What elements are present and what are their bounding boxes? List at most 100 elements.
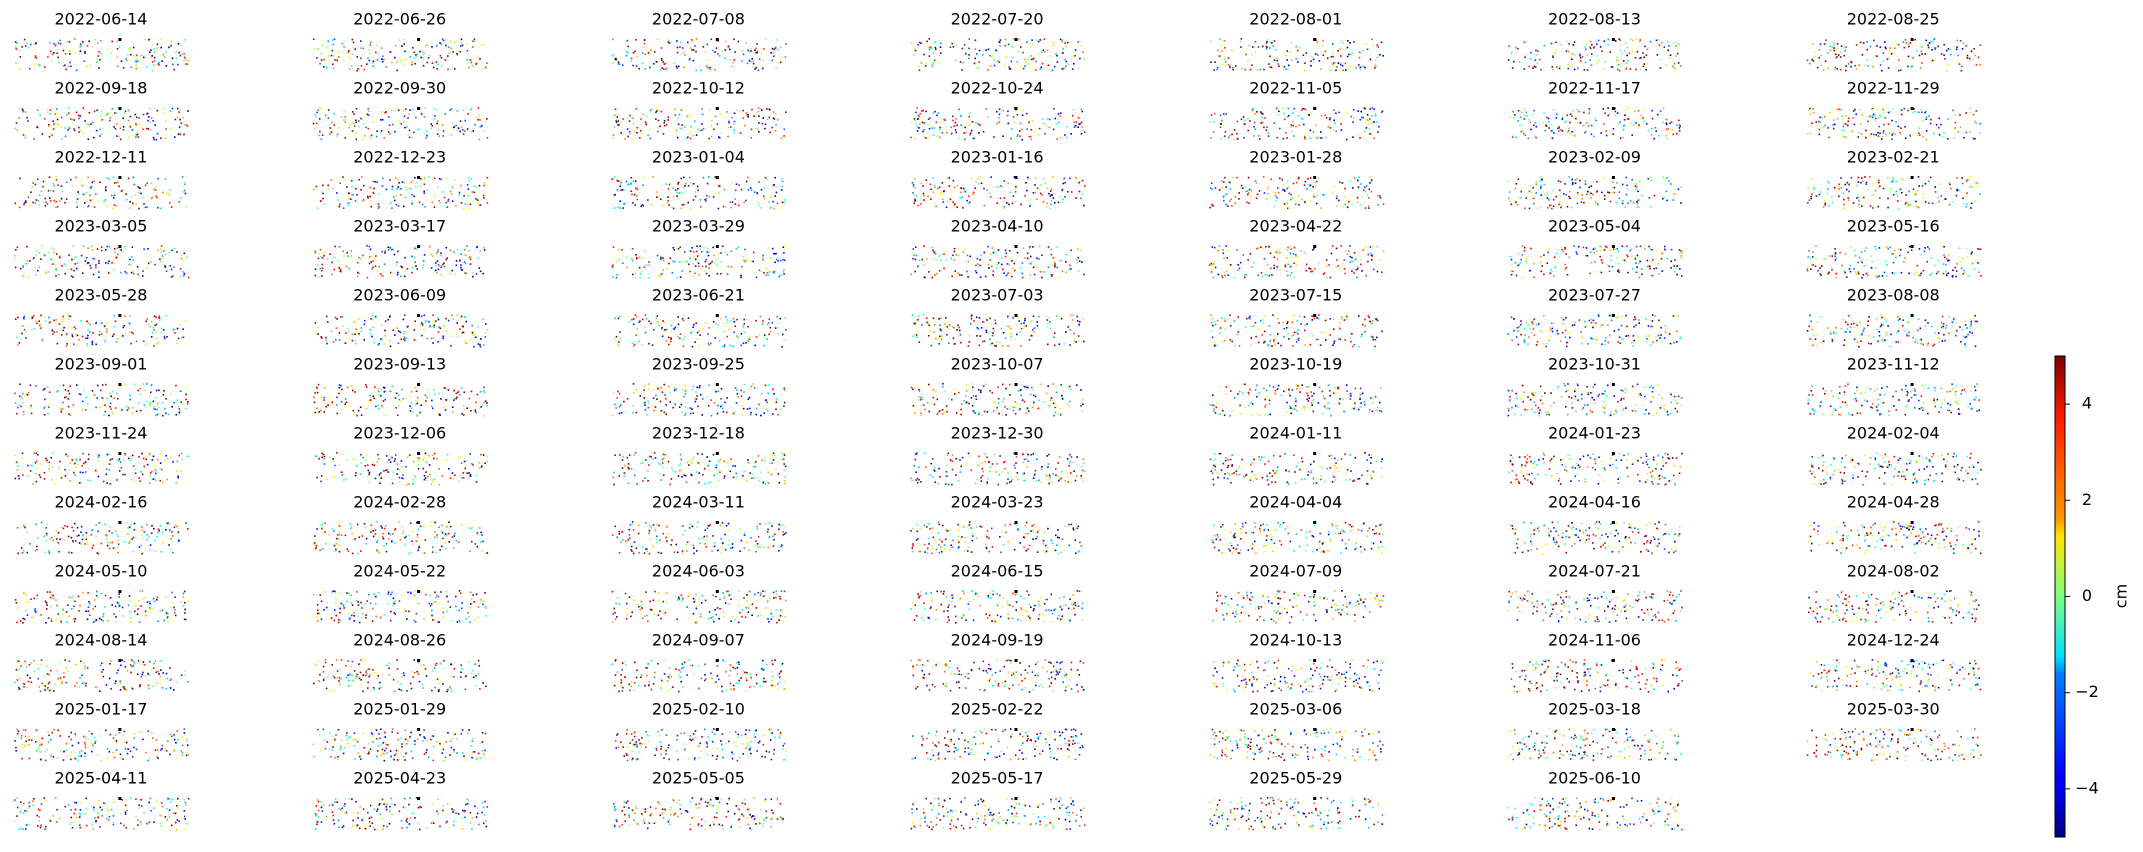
speckle [1904, 126, 1906, 128]
speckle [1322, 193, 1324, 196]
speckle [966, 270, 968, 273]
speckle [1353, 177, 1356, 179]
speckle [930, 126, 933, 129]
speckle [1916, 134, 1919, 137]
speckle [147, 119, 149, 122]
speckle [1668, 180, 1670, 182]
speckle [780, 46, 782, 49]
speckle [343, 179, 346, 181]
speckle [1881, 275, 1884, 277]
speckle [950, 257, 953, 260]
speckle [350, 65, 353, 68]
speckle [342, 250, 344, 253]
speckle [1879, 185, 1881, 187]
speckle [460, 264, 462, 266]
speckle [1062, 179, 1065, 181]
speckle [667, 119, 669, 121]
speckle [1348, 53, 1350, 56]
speckle-map [14, 245, 190, 279]
speckle [1875, 248, 1877, 250]
speckle [87, 176, 89, 179]
speckle [984, 275, 987, 278]
speckle [376, 270, 379, 272]
speckle [1345, 138, 1348, 141]
speckle [1864, 176, 1866, 178]
speckle [980, 276, 982, 278]
speckle [450, 193, 453, 196]
speckle [1036, 198, 1038, 200]
speckle [698, 273, 701, 276]
speckle [110, 52, 112, 54]
speckle [25, 337, 27, 339]
speckle [75, 69, 78, 72]
speckle [949, 198, 952, 201]
speckle [1849, 264, 1851, 267]
speckle [683, 52, 685, 54]
speckle [1316, 180, 1318, 183]
speckle [21, 107, 23, 110]
speckle [949, 46, 952, 48]
speckle [970, 129, 973, 132]
speckle [1351, 260, 1353, 263]
speckle [1600, 132, 1602, 134]
speckle [624, 138, 626, 140]
speckle [1069, 177, 1071, 180]
speckle [1638, 206, 1641, 209]
speckle [1569, 197, 1571, 199]
speckle [438, 178, 441, 180]
speckle [1875, 134, 1878, 136]
speckle [708, 137, 710, 140]
speckle [136, 266, 139, 268]
speckle [29, 204, 32, 207]
speckle [776, 202, 779, 205]
speckle [1265, 198, 1268, 200]
speckle [757, 201, 759, 204]
speckle [329, 253, 331, 255]
speckle [80, 50, 83, 53]
speckle [982, 130, 985, 133]
speckle [1021, 138, 1024, 141]
speckle [948, 185, 951, 187]
speckle [426, 134, 428, 137]
speckle [709, 108, 711, 111]
speckle [401, 266, 403, 269]
speckle [1076, 259, 1078, 261]
speckle [923, 245, 925, 247]
speckle [51, 134, 53, 136]
speckle [443, 196, 446, 199]
speckle [762, 59, 764, 62]
speckle [1966, 192, 1968, 194]
speckle [1639, 68, 1642, 70]
speckle [1836, 118, 1839, 120]
speckle [1046, 118, 1049, 120]
speckle [1673, 265, 1676, 267]
speckle [697, 189, 699, 192]
speckle [1863, 196, 1865, 199]
speckle [53, 199, 55, 202]
speckle [1632, 39, 1634, 42]
speckle [706, 194, 708, 197]
speckle [460, 202, 463, 204]
speckle [155, 195, 158, 198]
panel-title: 2022-11-05 [1249, 79, 1342, 98]
speckle [1837, 54, 1840, 56]
speckle [1665, 123, 1668, 126]
speckle [968, 195, 970, 198]
speckle [146, 267, 148, 269]
speckle [1616, 68, 1619, 71]
speckle [1032, 246, 1034, 248]
speckle [1820, 274, 1822, 276]
speckle [1937, 270, 1940, 273]
speckle [1296, 264, 1298, 267]
speckle [38, 64, 41, 67]
speckle [1349, 245, 1351, 247]
speckle [468, 58, 470, 61]
speckle [1841, 117, 1844, 120]
speckle [1834, 259, 1837, 261]
speckle [467, 207, 470, 210]
speckle [1043, 271, 1045, 273]
speckle [734, 198, 736, 200]
speckle [1567, 130, 1570, 132]
speckle [380, 274, 383, 277]
speckle [356, 69, 358, 72]
